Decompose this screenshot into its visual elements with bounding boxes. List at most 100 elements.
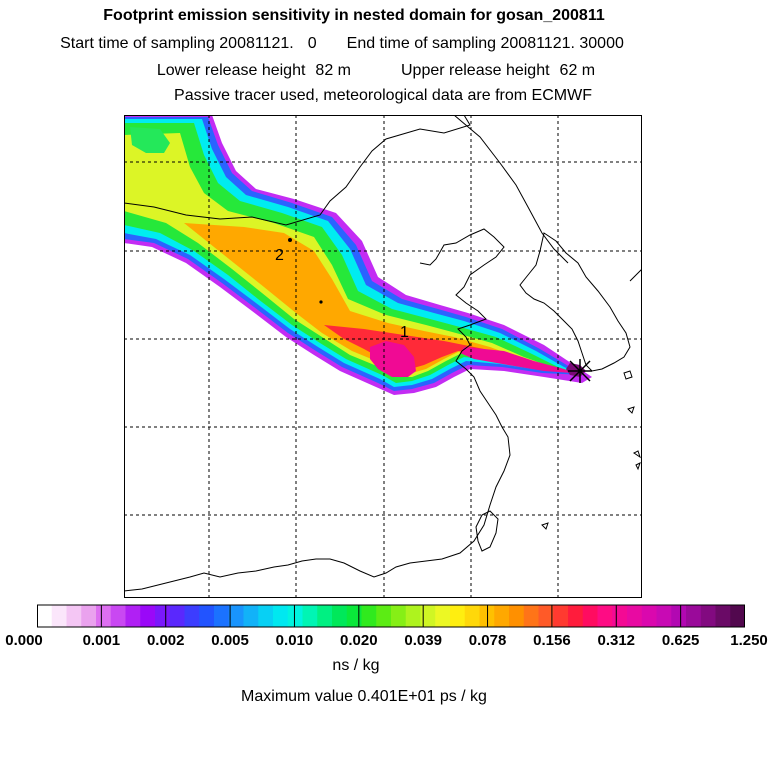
color-scale-swatch: [464, 605, 480, 627]
color-scale-tick-label: 0.020: [340, 632, 378, 649]
color-scale-swatch: [730, 605, 745, 627]
color-scale-tick-label: 0.010: [275, 632, 314, 649]
color-scale-swatch: [376, 605, 392, 627]
footprint-map[interactable]: 1 2: [124, 115, 642, 598]
color-scale-swatch: [346, 605, 362, 627]
color-scale-swatch: [671, 605, 687, 627]
color-scale-swatch: [332, 605, 348, 627]
station-marker[interactable]: [568, 359, 592, 383]
release-height-line: Lower release height 82 m Upper release he…: [0, 61, 760, 81]
color-scale-swatch: [715, 605, 731, 627]
map-panel[interactable]: 1 2: [124, 115, 642, 598]
color-scale-swatch: [538, 605, 554, 627]
sensitivity-plume: [124, 115, 592, 395]
color-scale-swatch: [243, 605, 259, 627]
end-time-label: End time of sampling 20081121. 30000: [346, 35, 624, 52]
color-scale-tick-label: 0.039: [404, 632, 442, 649]
upper-release-label: Upper release height: [401, 62, 550, 79]
color-scale-swatch: [96, 605, 112, 627]
start-time-label: Start time of sampling 20081121.: [60, 35, 294, 52]
color-scale-swatch: [494, 605, 510, 627]
color-scale-swatch: [302, 605, 318, 627]
maximum-value-label: Maximum value 0.401E+01 ps / kg: [241, 688, 487, 705]
color-scale-swatch: [435, 605, 451, 627]
color-scale-swatch: [391, 605, 407, 627]
russia-border: [453, 115, 569, 264]
tracer-info-line: Passive tracer used, meteorological data…: [174, 87, 592, 104]
marker-label-2: 2: [275, 247, 284, 264]
china-mongolia-border: [124, 115, 471, 226]
color-scale-swatch: [66, 605, 82, 627]
color-scale-swatch: [568, 605, 584, 627]
islet-4: [627, 406, 635, 414]
plot-title: Footprint emission sensitivity in nested…: [103, 7, 605, 24]
color-scale-swatch: [450, 605, 466, 627]
color-scale-swatch: [420, 605, 436, 627]
color-scale-tick-label: 0.156: [533, 632, 571, 649]
color-scale-swatch: [37, 605, 53, 627]
color-scale-swatch: [110, 605, 126, 627]
upper-release-value: 62 m: [559, 62, 596, 79]
color-scale-swatch: [656, 605, 672, 627]
color-scale-swatch: [553, 605, 569, 627]
color-scale-frame: [37, 604, 745, 628]
color-scale-swatch: [155, 605, 171, 627]
color-scale-swatch: [641, 605, 657, 627]
lower-release-value: 82 m: [315, 62, 351, 79]
color-scale-swatch: [214, 605, 230, 627]
color-scale-swatch: [199, 605, 215, 627]
color-scale-swatch: [509, 605, 525, 627]
color-scale-swatch: [169, 605, 185, 627]
marker-dot-plain: [319, 300, 323, 304]
marker-label-1: 1: [400, 324, 409, 341]
color-scale-swatch: [317, 605, 333, 627]
color-scale-swatch: [627, 605, 643, 627]
color-scale-swatch: [228, 605, 244, 627]
color-scale-tick-label: 0.312: [597, 632, 636, 649]
plume-band-blue: [124, 117, 584, 391]
taiwan-island: [475, 510, 499, 552]
color-scale-swatch: [405, 605, 421, 627]
islet-5: [635, 462, 641, 471]
bohai-coast: [124, 228, 511, 592]
color-scale-swatch: [51, 605, 67, 627]
color-scale-swatch: [273, 605, 289, 627]
color-scale-tick-label: 0.000: [5, 632, 43, 649]
color-scale-tick-label: 0.625: [661, 632, 700, 649]
color-scale-swatch: [125, 605, 141, 627]
lat-lon-grid: [124, 115, 642, 598]
plume-band-orange: [184, 223, 558, 373]
coastlines: [124, 115, 642, 592]
color-scale-swatch: [582, 605, 598, 627]
color-scale-swatch: [140, 605, 156, 627]
color-scale-tick-label: 1.250: [730, 632, 768, 649]
plume-nw-green-patch: [130, 127, 170, 153]
lower-release-label: Lower release height: [156, 62, 306, 79]
color-scale-swatch: [184, 605, 200, 627]
plume-core-dark: [566, 363, 586, 377]
plume-core-magenta: [370, 341, 572, 377]
color-scale-swatch: [686, 605, 702, 627]
color-scale-swatch: [81, 605, 97, 627]
unit-label: ns / kg: [332, 657, 380, 674]
color-scale-swatch: [597, 605, 613, 627]
map-frame: [124, 115, 642, 598]
islet-2: [633, 450, 641, 459]
color-scale-tick-label: 0.001: [82, 632, 121, 649]
color-scale-swatch: [612, 605, 628, 627]
marker-dot-2: [288, 238, 292, 242]
color-scale-tick-label: 0.005: [211, 632, 249, 649]
color-scale-tick-label: 0.002: [146, 632, 185, 649]
color-scale-swatch: [287, 605, 303, 627]
japan-coast: [629, 268, 642, 282]
color-scale-swatch: [258, 605, 274, 627]
color-scale-swatch: [361, 605, 377, 627]
sampling-time-line: Start time of sampling 20081121. 0 End tim…: [0, 34, 726, 54]
korea-peninsula: [519, 232, 631, 372]
color-scale-swatch: [523, 605, 539, 627]
start-time-value: 0: [307, 35, 317, 52]
color-scale-tick-label: 0.078: [468, 632, 507, 649]
color-scale-swatch: [700, 605, 716, 627]
islet-3: [541, 522, 549, 530]
color-scale-bar: [37, 604, 745, 628]
